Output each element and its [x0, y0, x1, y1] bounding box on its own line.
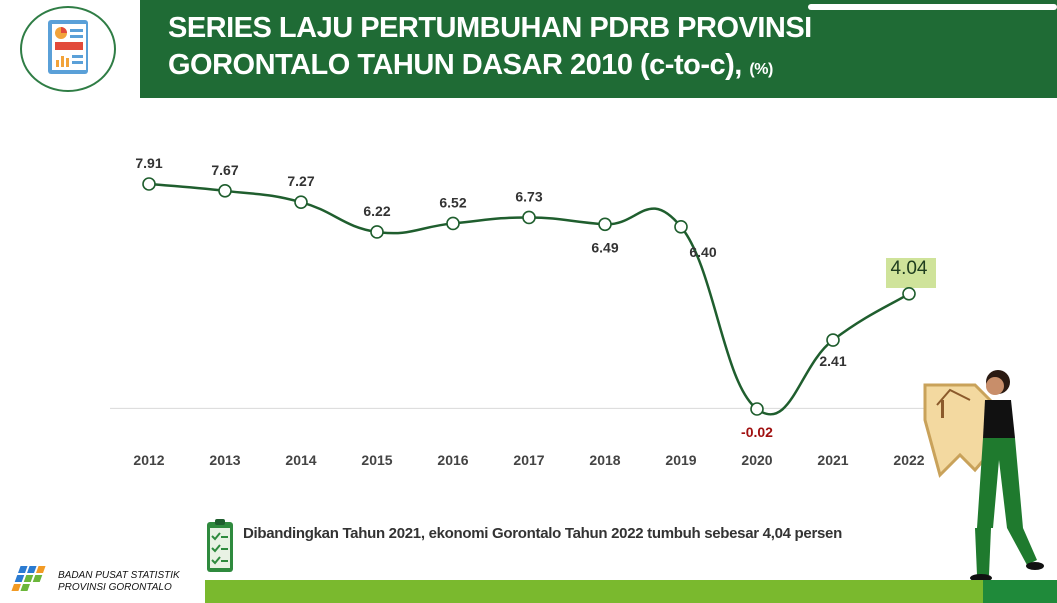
data-label: 7.27: [287, 173, 314, 189]
data-point: [598, 217, 612, 232]
data-point: [370, 225, 384, 239]
data-label: 6.73: [515, 188, 542, 204]
x-tick-label: 2016: [437, 452, 468, 468]
x-tick-label: 2021: [817, 452, 848, 468]
data-point: [446, 216, 460, 231]
data-label: 4.04: [891, 258, 928, 279]
x-tick-label: 2022: [893, 452, 924, 468]
data-label: 2.41: [819, 353, 846, 369]
page-title: SERIES LAJU PERTUMBUHAN PDRB PROVINSI GO…: [168, 10, 812, 88]
data-point: [902, 287, 916, 301]
summary-text: Dibandingkan Tahun 2021, ekonomi Goronta…: [243, 525, 842, 542]
title-line-2-text: GORONTALO TAHUN DASAR 2010 (c-to-c),: [168, 49, 742, 81]
x-tick-label: 2014: [285, 452, 316, 468]
data-label: 7.91: [135, 155, 162, 171]
data-point: [674, 220, 688, 234]
data-label: -0.02: [741, 424, 773, 440]
clipboard-icon: [205, 518, 235, 574]
x-tick-label: 2018: [589, 452, 620, 468]
x-tick-label: 2019: [665, 452, 696, 468]
highlight-callout-box: [886, 258, 936, 288]
data-point: [522, 210, 536, 225]
data-point: [294, 195, 308, 209]
x-tick-label: 2013: [209, 452, 240, 468]
data-point: [142, 177, 156, 191]
bps-logo-icon: [6, 562, 52, 598]
data-label: 6.22: [363, 203, 390, 219]
data-point: [750, 402, 764, 416]
organization-name: BADAN PUSAT STATISTIK PROVINSI GORONTALO: [58, 570, 180, 594]
data-point: [218, 184, 232, 198]
x-tick-label: 2020: [741, 452, 772, 468]
title-line-2: GORONTALO TAHUN DASAR 2010 (c-to-c), (%): [168, 47, 812, 88]
data-label: 7.67: [211, 162, 238, 178]
header-stripe: [808, 4, 1057, 10]
data-point: [826, 333, 840, 347]
footer-accent: [983, 580, 1057, 603]
data-label: 6.49: [591, 239, 618, 255]
title-unit: (%): [749, 61, 773, 78]
x-tick-label: 2017: [513, 452, 544, 468]
org-line-1: BADAN PUSAT STATISTIK: [58, 570, 180, 581]
title-line-1: SERIES LAJU PERTUMBUHAN PDRB PROVINSI: [168, 12, 812, 44]
header-bar: [140, 0, 1057, 98]
data-label: 6.40: [689, 244, 716, 260]
data-label: 6.52: [439, 194, 466, 210]
x-tick-label: 2012: [133, 452, 164, 468]
report-icon: [20, 6, 116, 92]
x-tick-label: 2015: [361, 452, 392, 468]
footer-bar: [205, 580, 1057, 603]
org-line-2: PROVINSI GORONTALO: [58, 582, 172, 593]
person-with-arrow-illustration: [915, 360, 1055, 585]
